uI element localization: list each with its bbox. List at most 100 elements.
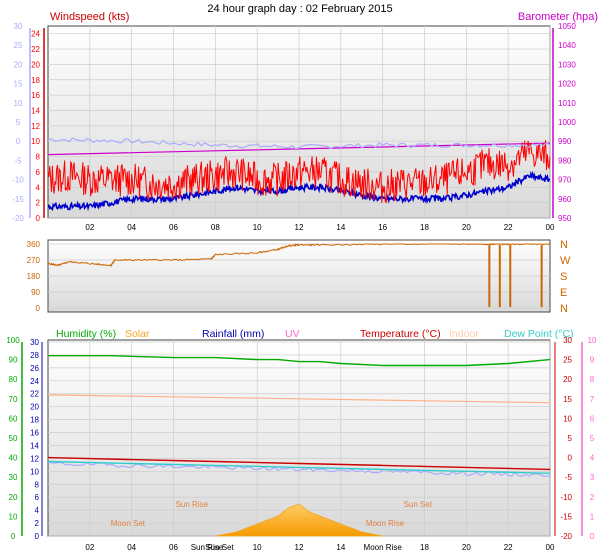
wind-y-tick: 22: [31, 45, 40, 54]
uv-y-tick: 3: [590, 473, 595, 482]
outdoor-temp-line: [47, 137, 551, 150]
humidity-y-tick: 60: [9, 414, 18, 423]
temp-right-y-ticks: -20 -15 -10 -5 0 5 10 15 20 25 30: [560, 336, 572, 541]
temp-y-tick: -5: [14, 156, 22, 165]
temp-y-tick: 10: [14, 99, 23, 108]
humidity-y-tick: 100: [6, 336, 20, 345]
wind-x-tick: 22: [504, 223, 513, 232]
baro-y-tick: 950: [558, 214, 572, 223]
climate-x-tick: 18: [420, 543, 429, 552]
wind-x-tick: 06: [169, 223, 178, 232]
legend-item: Temperature (°C): [360, 328, 441, 340]
temp-right-y-tick: 10: [563, 414, 572, 423]
wind-x-tick: 08: [211, 223, 220, 232]
dew-point-line: [47, 460, 551, 474]
gust-line: [47, 140, 551, 204]
climate-x-tick: 04: [127, 543, 136, 552]
baro-y-tick: 960: [558, 195, 572, 204]
temp-right-y-tick: 30: [563, 336, 572, 345]
compass-label: N: [560, 303, 568, 315]
baro-axis-label: Barometer (hpa): [518, 11, 598, 23]
wind-y-tick: 14: [31, 106, 40, 115]
astro-label: Sun Set: [404, 500, 433, 509]
climate-x-tick: 20: [462, 543, 471, 552]
rain-y-tick: 0: [35, 532, 40, 541]
humidity-y-tick: 40: [9, 454, 18, 463]
humidity-line: [48, 355, 551, 367]
temp-right-y-tick: -10: [560, 493, 572, 502]
humidity-y-tick: 20: [9, 493, 18, 502]
wind-x-tick: 20: [462, 223, 471, 232]
baro-y-tick: 990: [558, 137, 572, 146]
uv-y-tick: 6: [590, 414, 595, 423]
wind-panel: Windspeed (kts) Barometer (hpa) 02468101…: [12, 11, 598, 232]
solar-area: [215, 503, 383, 537]
compass-label: E: [560, 287, 567, 299]
astro-annotations: Sun Rise Moon Set Sun Set Moon Rise: [111, 500, 433, 528]
rain-y-tick: 28: [30, 351, 39, 360]
uv-y-tick: 5: [590, 434, 595, 443]
rain-y-tick: 4: [35, 506, 40, 515]
wind-y-tick: 0: [36, 214, 41, 223]
temp-y-tick: -15: [12, 195, 24, 204]
wind-y-tick: 18: [31, 76, 40, 85]
wind-series: [47, 137, 551, 212]
avg-wind-line: [47, 170, 551, 212]
wind-x-tick: 00: [546, 223, 555, 232]
temp-y-tick: 25: [14, 41, 23, 50]
climate-x-tick: 02: [85, 543, 94, 552]
temp-right-y-tick: 20: [563, 375, 572, 384]
uv-y-tick: 1: [590, 512, 595, 521]
baro-y-tick: 1000: [558, 118, 576, 127]
baro-y-tick: 1010: [558, 99, 576, 108]
humidity-y-tick: 30: [9, 473, 18, 482]
wind-y-tick: 4: [36, 183, 41, 192]
direction-y-tick: 360: [27, 240, 41, 249]
rain-y-tick: 10: [30, 467, 39, 476]
temp-right-y-tick: -20: [560, 532, 572, 541]
baro-y-tick: 1020: [558, 80, 576, 89]
climate-x-tick: Moon Rise: [364, 543, 403, 552]
rain-y-tick: 30: [30, 338, 39, 347]
wind-y-tick: 10: [31, 137, 40, 146]
compass-label: W: [560, 255, 571, 267]
humidity-y-tick: 70: [9, 395, 18, 404]
direction-series: [47, 242, 550, 308]
direction-y-ticks: 0 90 180 270 360: [27, 240, 41, 313]
climate-panel: Humidity (%) Solar Rainfall (mm) UV Temperat…: [6, 328, 597, 552]
wind-y-tick: 12: [31, 122, 40, 131]
temp-y-ticks: 30 25 20 15 10 5 0 -5 -10 -15 -20: [12, 22, 24, 223]
rain-y-tick: 6: [35, 493, 40, 502]
temp-y-tick: 5: [16, 118, 21, 127]
astro-label: Moon Set: [111, 519, 146, 528]
legend-item: Solar: [125, 328, 150, 340]
indoor-line: [47, 394, 551, 404]
uv-y-tick: 10: [588, 336, 597, 345]
temp-right-y-tick: -15: [560, 512, 572, 521]
direction-y-tick: 0: [36, 304, 41, 313]
climate-x-tick: 00: [546, 543, 555, 552]
temp-y-tick: -10: [12, 176, 24, 185]
direction-y-tick: 270: [27, 256, 41, 265]
temp-right-y-tick: 5: [568, 434, 573, 443]
rain-y-tick: 14: [30, 441, 39, 450]
baro-y-tick: 1040: [558, 41, 576, 50]
legend-item: Dew Point (°C): [504, 328, 574, 340]
temp-right-y-tick: 25: [563, 356, 572, 365]
wind-x-tick: 12: [295, 223, 304, 232]
uv-y-tick: 9: [590, 356, 595, 365]
direction-y-tick: 180: [27, 272, 41, 281]
temp-y-tick: 0: [16, 137, 21, 146]
baro-y-ticks: 950 960 970 980 990 1000 1010 1020 1030 1040 1050: [558, 22, 576, 223]
temp-y-tick: 20: [14, 60, 23, 69]
rain-y-tick: 16: [30, 429, 39, 438]
baro-y-tick: 980: [558, 156, 572, 165]
climate-legend: Humidity (%) Solar Rainfall (mm) UV Temperat…: [56, 328, 574, 340]
wind-axis-label: Windspeed (kts): [50, 11, 129, 23]
rain-y-tick: 12: [30, 454, 39, 463]
rain-y-tick: 2: [35, 519, 40, 528]
temp-y-tick: -20: [12, 214, 24, 223]
